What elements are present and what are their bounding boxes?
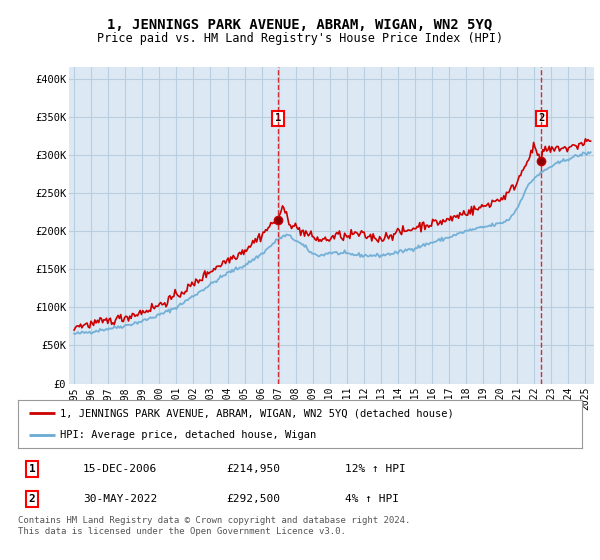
Text: 1: 1 [29, 464, 35, 474]
Text: 1: 1 [275, 113, 281, 123]
Text: 1, JENNINGS PARK AVENUE, ABRAM, WIGAN, WN2 5YQ (detached house): 1, JENNINGS PARK AVENUE, ABRAM, WIGAN, W… [60, 408, 454, 418]
Text: £292,500: £292,500 [227, 494, 281, 504]
Text: 1, JENNINGS PARK AVENUE, ABRAM, WIGAN, WN2 5YQ: 1, JENNINGS PARK AVENUE, ABRAM, WIGAN, W… [107, 18, 493, 32]
Text: HPI: Average price, detached house, Wigan: HPI: Average price, detached house, Wiga… [60, 430, 317, 440]
Text: 15-DEC-2006: 15-DEC-2006 [83, 464, 157, 474]
Text: Price paid vs. HM Land Registry's House Price Index (HPI): Price paid vs. HM Land Registry's House … [97, 32, 503, 45]
Text: 30-MAY-2022: 30-MAY-2022 [83, 494, 157, 504]
Text: Contains HM Land Registry data © Crown copyright and database right 2024.
This d: Contains HM Land Registry data © Crown c… [18, 516, 410, 536]
Text: 4% ↑ HPI: 4% ↑ HPI [345, 494, 399, 504]
Text: 2: 2 [538, 113, 544, 123]
Text: 2: 2 [29, 494, 35, 504]
Text: £214,950: £214,950 [227, 464, 281, 474]
Text: 12% ↑ HPI: 12% ↑ HPI [345, 464, 406, 474]
